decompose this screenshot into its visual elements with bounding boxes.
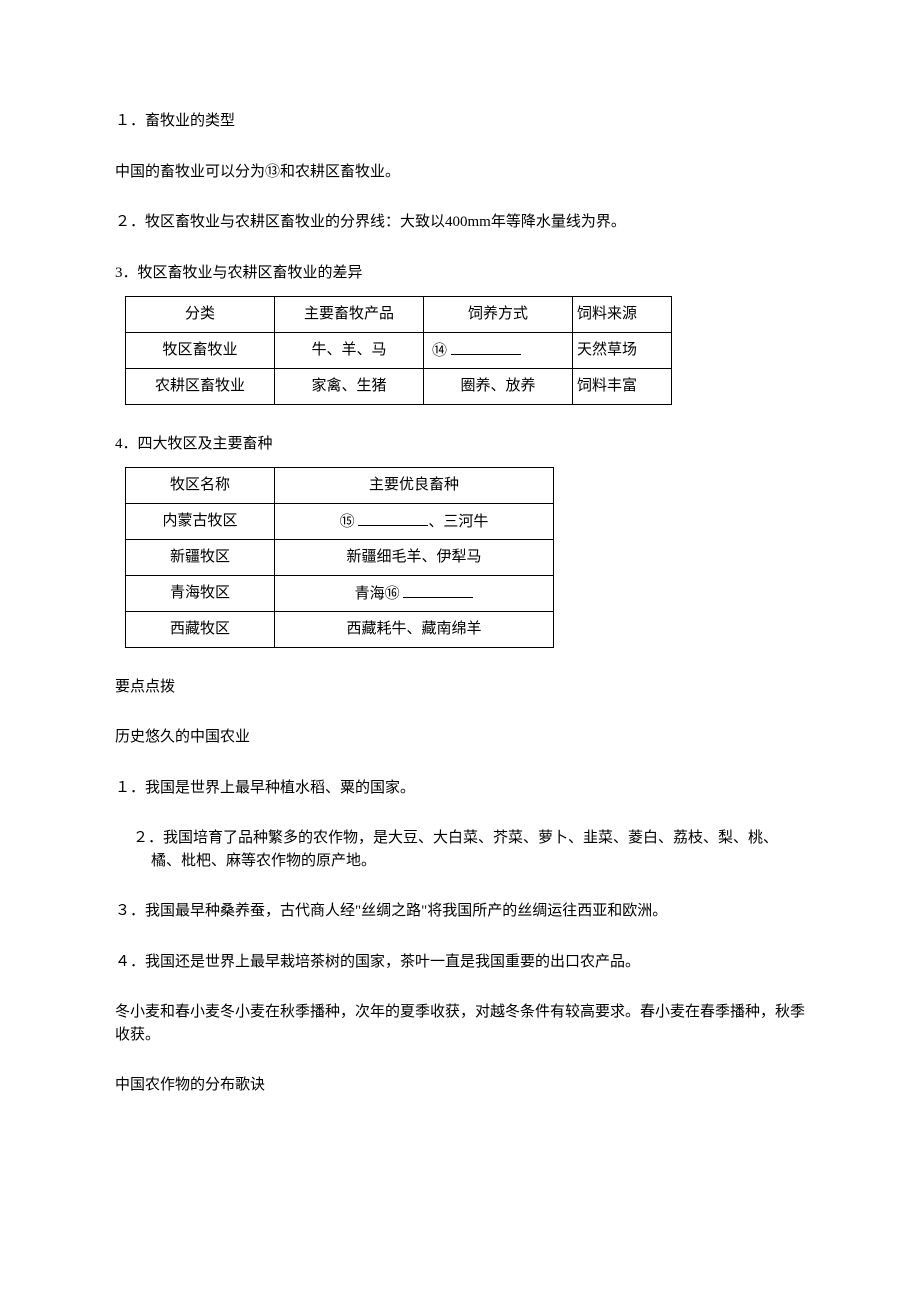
text-1b: 和农耕区畜牧业。 xyxy=(280,164,400,180)
table-row: 青海牧区 青海⑯ xyxy=(126,575,554,612)
table-row: 牧区畜牧业 牛、羊、马 ⑭ 天然草场 xyxy=(126,332,672,369)
blank-13-mark: ⑬ xyxy=(265,163,280,180)
blank-line xyxy=(451,339,521,355)
cell: 饲料丰富 xyxy=(573,369,672,405)
table-row: 农耕区畜牧业 家禽、生猪 圈养、放养 饲料丰富 xyxy=(126,369,672,405)
cell: 新疆牧区 xyxy=(126,540,275,576)
text-tail: 、三河牛 xyxy=(428,514,488,530)
cell-blank-16: 青海⑯ xyxy=(275,575,554,612)
th-breed: 主要优良畜种 xyxy=(275,468,554,504)
history-p2: ２．我国培育了品种繁多的农作物，是大豆、大白菜、芥菜、萝卜、韭菜、菱白、荔枝、梨… xyxy=(115,827,805,872)
cell: 新疆细毛羊、伊犁马 xyxy=(275,540,554,576)
blank-line xyxy=(403,582,473,598)
blank-line xyxy=(358,510,428,526)
table-diff: 分类 主要畜牧产品 饲养方式 饲料来源 牧区畜牧业 牛、羊、马 ⑭ 天然草场 农… xyxy=(125,296,672,405)
blank-14-mark: ⑭ xyxy=(432,342,447,359)
tips-title: 要点点拨 xyxy=(115,676,805,699)
blank-16-mark: ⑯ xyxy=(385,585,400,602)
cell: 农耕区畜牧业 xyxy=(126,369,275,405)
song-title: 中国农作物的分布歌诀 xyxy=(115,1074,805,1097)
history-title: 历史悠久的中国农业 xyxy=(115,726,805,749)
para-types: 中国的畜牧业可以分为⑬和农耕区畜牧业。 xyxy=(115,161,805,184)
cell: 青海牧区 xyxy=(126,575,275,612)
th-product: 主要畜牧产品 xyxy=(275,297,424,333)
cell: 牛、羊、马 xyxy=(275,332,424,369)
wheat-para: 冬小麦和春小麦冬小麦在秋季播种，次年的夏季收获，对越冬条件有较高要求。春小麦在春… xyxy=(115,1001,805,1046)
history-p4: ４．我国还是世界上最早栽培茶树的国家，茶叶一直是我国重要的出口农产品。 xyxy=(115,951,805,974)
table-row: 新疆牧区 新疆细毛羊、伊犁马 xyxy=(126,540,554,576)
table-row: 西藏牧区 西藏耗牛、藏南绵羊 xyxy=(126,612,554,648)
cell: 天然草场 xyxy=(573,332,672,369)
table-row: 分类 主要畜牧产品 饲养方式 饲料来源 xyxy=(126,297,672,333)
cell: 西藏牧区 xyxy=(126,612,275,648)
cell: 家禽、生猪 xyxy=(275,369,424,405)
cell: 西藏耗牛、藏南绵羊 xyxy=(275,612,554,648)
heading-3: 3．牧区畜牧业与农耕区畜牧业的差异 xyxy=(115,262,805,285)
history-p1: １．我国是世界上最早种植水稻、粟的国家。 xyxy=(115,777,805,800)
history-p3: ３．我国最早种桑养蚕，古代商人经"丝绸之路"将我国所产的丝绸运往西亚和欧洲。 xyxy=(115,900,805,923)
heading-4: 4．四大牧区及主要畜种 xyxy=(115,433,805,456)
table-row: 牧区名称 主要优良畜种 xyxy=(126,468,554,504)
table-regions: 牧区名称 主要优良畜种 内蒙古牧区 ⑮ 、三河牛 新疆牧区 新疆细毛羊、伊犁马 … xyxy=(125,467,554,648)
th-source: 饲料来源 xyxy=(573,297,672,333)
th-method: 饲养方式 xyxy=(424,297,573,333)
blank-15-mark: ⑮ xyxy=(340,513,355,530)
cell-blank-14: ⑭ xyxy=(424,332,573,369)
th-category: 分类 xyxy=(126,297,275,333)
table-row: 内蒙古牧区 ⑮ 、三河牛 xyxy=(126,503,554,540)
cell: 内蒙古牧区 xyxy=(126,503,275,540)
cell: 牧区畜牧业 xyxy=(126,332,275,369)
heading-2: ２．牧区畜牧业与农耕区畜牧业的分界线：大致以400mm年等降水量线为界。 xyxy=(115,211,805,234)
text-pre: 青海 xyxy=(355,586,385,602)
cell: 圈养、放养 xyxy=(424,369,573,405)
cell-blank-15: ⑮ 、三河牛 xyxy=(275,503,554,540)
th-region: 牧区名称 xyxy=(126,468,275,504)
text-1a: 中国的畜牧业可以分为 xyxy=(115,164,265,180)
heading-1: １．畜牧业的类型 xyxy=(115,110,805,133)
